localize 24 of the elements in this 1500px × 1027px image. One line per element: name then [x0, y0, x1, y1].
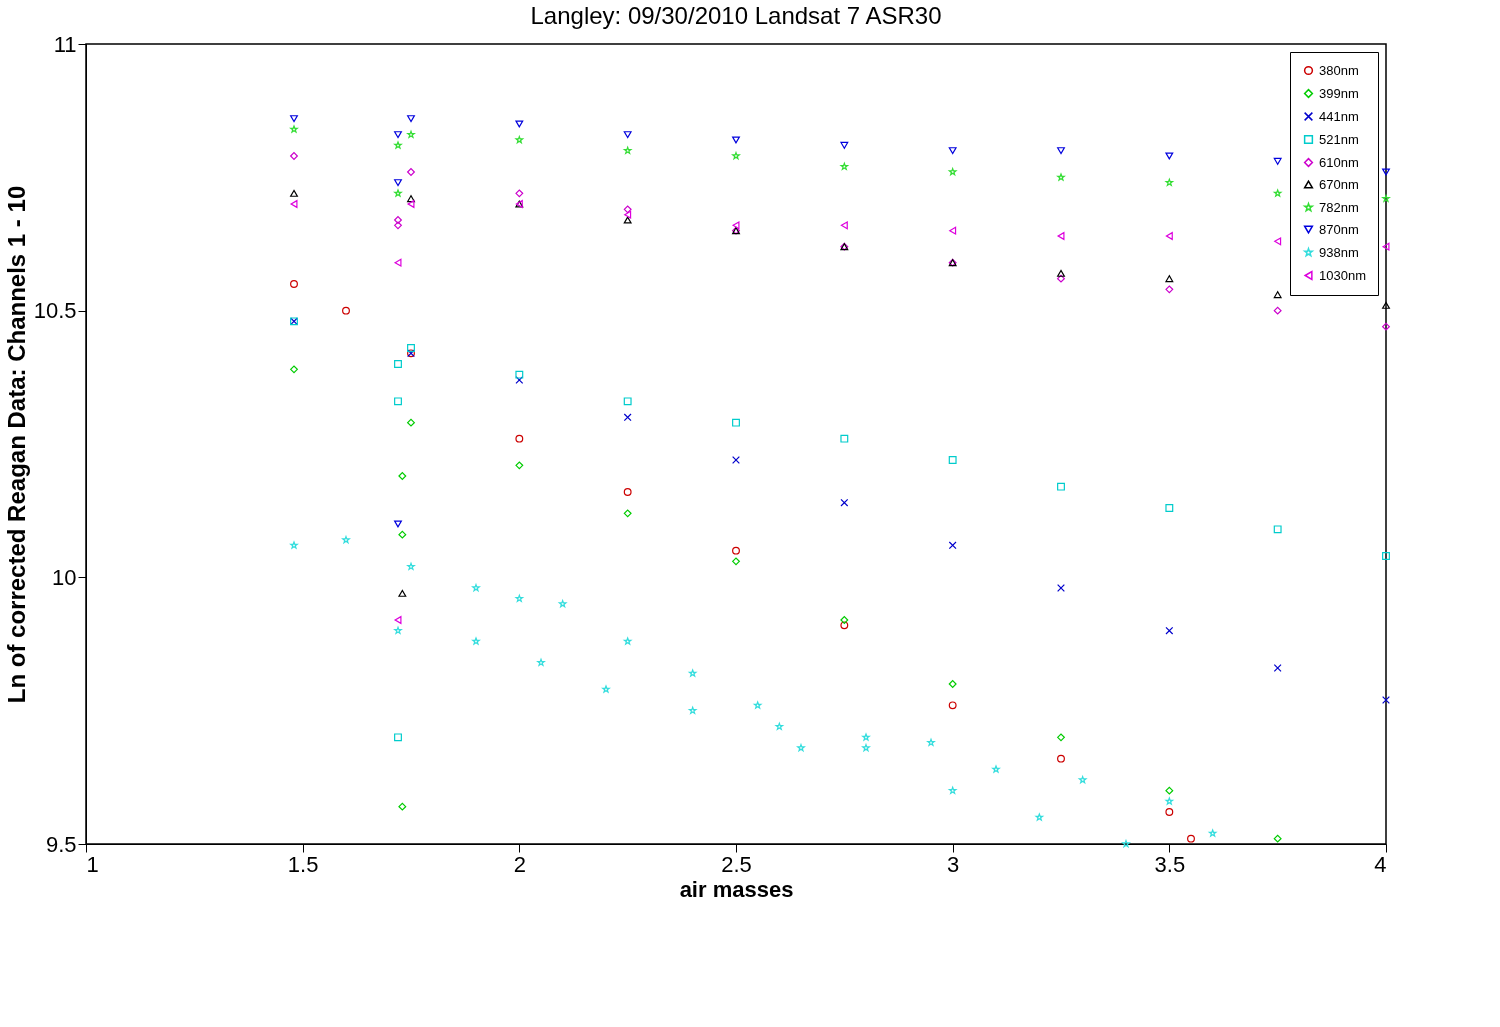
x-tick-label: 3: [947, 851, 960, 877]
chart-title: Langley: 09/30/2010 Landsat 7 ASR30: [530, 2, 942, 29]
legend-label: 610nm: [1319, 154, 1359, 170]
legend-label: 1030nm: [1319, 267, 1366, 283]
x-tick-label: 3.5: [1154, 851, 1186, 877]
x-tick-label: 4: [1374, 851, 1387, 877]
legend-label: 670nm: [1319, 176, 1359, 192]
x-axis-title: air masses: [679, 876, 794, 902]
y-tick-label: 9.5: [45, 831, 77, 857]
y-tick-label: 10.5: [33, 298, 77, 324]
x-tick-label: 1.5: [287, 851, 319, 877]
legend-label: 521nm: [1319, 131, 1359, 147]
legend-label: 938nm: [1319, 244, 1359, 260]
y-axis-title: Ln of corrected Reagan Data: Channels 1 - 10: [2, 185, 30, 704]
y-tick-label: 11: [53, 31, 77, 57]
legend-label: 441nm: [1319, 108, 1359, 124]
legend-label: 870nm: [1319, 221, 1359, 237]
y-tick-label: 10: [52, 564, 77, 590]
x-tick-label: 2: [513, 851, 526, 877]
legend-label: 380nm: [1319, 62, 1359, 78]
legend-label: 399nm: [1319, 85, 1359, 101]
legend-label: 782nm: [1319, 199, 1359, 215]
x-tick-label: 2.5: [721, 851, 752, 877]
x-tick-label: 1: [86, 851, 99, 877]
